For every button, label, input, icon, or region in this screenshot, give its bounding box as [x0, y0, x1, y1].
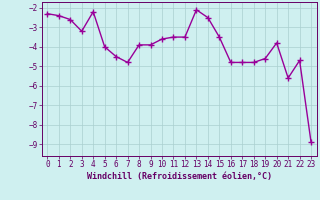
X-axis label: Windchill (Refroidissement éolien,°C): Windchill (Refroidissement éolien,°C) — [87, 172, 272, 181]
